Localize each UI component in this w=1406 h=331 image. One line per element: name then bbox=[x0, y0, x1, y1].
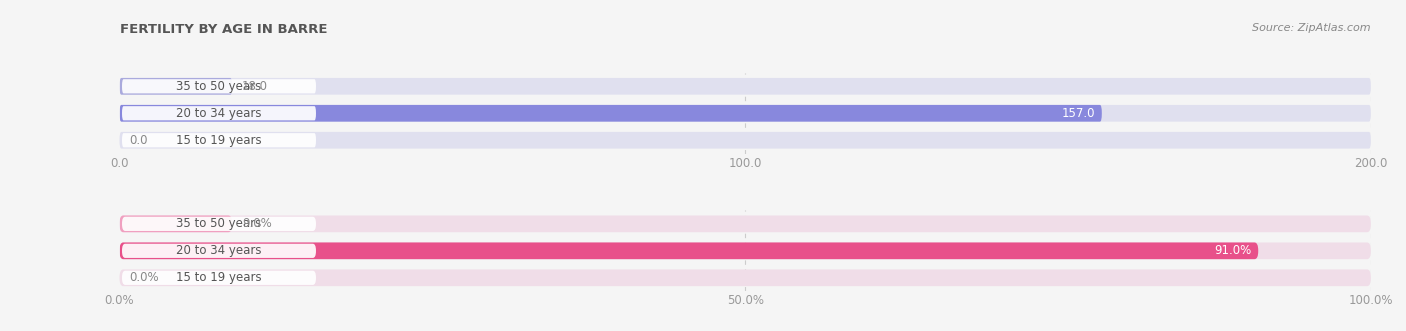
Text: 18.0: 18.0 bbox=[242, 80, 269, 93]
FancyBboxPatch shape bbox=[122, 79, 316, 93]
Text: FERTILITY BY AGE IN BARRE: FERTILITY BY AGE IN BARRE bbox=[120, 23, 328, 36]
FancyBboxPatch shape bbox=[120, 215, 232, 232]
FancyBboxPatch shape bbox=[120, 105, 1102, 121]
FancyBboxPatch shape bbox=[122, 244, 316, 258]
Text: 20 to 34 years: 20 to 34 years bbox=[176, 107, 262, 120]
FancyBboxPatch shape bbox=[120, 243, 1258, 259]
Text: 15 to 19 years: 15 to 19 years bbox=[176, 271, 262, 284]
FancyBboxPatch shape bbox=[120, 269, 1371, 286]
FancyBboxPatch shape bbox=[120, 78, 232, 95]
FancyBboxPatch shape bbox=[120, 215, 1371, 232]
Text: 20 to 34 years: 20 to 34 years bbox=[176, 244, 262, 257]
Text: 35 to 50 years: 35 to 50 years bbox=[176, 80, 262, 93]
Text: 35 to 50 years: 35 to 50 years bbox=[176, 217, 262, 230]
Text: 15 to 19 years: 15 to 19 years bbox=[176, 134, 262, 147]
FancyBboxPatch shape bbox=[122, 106, 316, 120]
FancyBboxPatch shape bbox=[120, 105, 1371, 121]
Text: 0.0: 0.0 bbox=[129, 134, 148, 147]
FancyBboxPatch shape bbox=[122, 133, 316, 147]
Text: Source: ZipAtlas.com: Source: ZipAtlas.com bbox=[1253, 23, 1371, 33]
Text: 0.0%: 0.0% bbox=[129, 271, 159, 284]
Text: 9.0%: 9.0% bbox=[242, 217, 271, 230]
FancyBboxPatch shape bbox=[122, 271, 316, 285]
Text: 157.0: 157.0 bbox=[1062, 107, 1095, 120]
FancyBboxPatch shape bbox=[122, 217, 316, 231]
FancyBboxPatch shape bbox=[120, 243, 1371, 259]
FancyBboxPatch shape bbox=[120, 78, 1371, 95]
Text: 91.0%: 91.0% bbox=[1215, 244, 1251, 257]
FancyBboxPatch shape bbox=[120, 132, 1371, 149]
